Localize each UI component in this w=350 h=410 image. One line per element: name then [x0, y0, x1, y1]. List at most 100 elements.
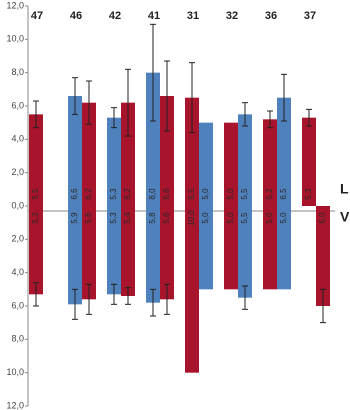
bar: [302, 117, 316, 206]
bar: [160, 206, 174, 300]
bar: [146, 72, 160, 207]
value-label: 6,5: [187, 188, 196, 200]
y-tick-label: 6,0: [11, 300, 24, 310]
value-label: 5,3: [109, 212, 118, 224]
value-label: 5,8: [148, 212, 157, 224]
bar: [185, 97, 199, 206]
value-label: 5,0: [265, 212, 274, 224]
value-label: 5,3: [31, 212, 40, 224]
y-tick-label: 4,0: [11, 267, 24, 277]
value-label: 5,2: [265, 188, 274, 200]
y-tick-label: 10,0: [6, 367, 24, 377]
bar: [121, 102, 135, 206]
category-label: 41: [148, 10, 160, 22]
value-label: 5,5: [31, 188, 40, 200]
error-bar: [111, 107, 117, 129]
error-bar: [86, 283, 92, 315]
bar: [199, 206, 213, 290]
bar: [185, 206, 199, 373]
error-bar: [33, 282, 39, 307]
value-label: 5,9: [70, 212, 79, 224]
y-tick-label: 4,0: [11, 134, 24, 144]
error-bar: [267, 110, 273, 129]
error-bar: [189, 62, 195, 134]
error-bar: [111, 283, 117, 305]
bar: [107, 117, 121, 206]
legend-fragment: V: [340, 209, 350, 225]
value-label: 5,0: [279, 212, 288, 224]
value-label: 6,2: [123, 188, 132, 200]
error-bar: [242, 102, 248, 127]
bar: [224, 206, 238, 290]
error-bar: [150, 288, 156, 317]
bar: [68, 206, 82, 305]
y-tick-label: 12,0: [6, 400, 24, 410]
value-label: 5,3: [109, 188, 118, 200]
value-label: 5,6: [84, 212, 93, 224]
error-bar: [164, 283, 170, 315]
value-label: 5,3: [304, 188, 313, 200]
y-tick-label: 2,0: [11, 234, 24, 244]
bar: [121, 206, 135, 296]
value-label: 5,0: [201, 212, 210, 224]
error-bar: [72, 77, 78, 115]
y-tick-label: 0,0: [11, 200, 24, 210]
value-label: 5,0: [226, 188, 235, 200]
error-bar: [125, 287, 131, 305]
error-bar: [306, 108, 312, 127]
category-label: 37: [304, 10, 316, 22]
value-label: 5,5: [240, 212, 249, 224]
category-label: 46: [70, 10, 82, 22]
error-bar: [125, 68, 131, 137]
value-label: 5,4: [123, 212, 132, 224]
bar: [82, 206, 96, 300]
value-label: 6,0: [318, 212, 327, 224]
bar: [68, 96, 82, 206]
category-label: 36: [265, 10, 277, 22]
bar: [29, 206, 43, 295]
y-tick-label: 8,0: [11, 67, 24, 77]
y-tick-label: 12,0: [6, 0, 24, 10]
bar: [238, 206, 252, 298]
value-label: 8,0: [148, 188, 157, 200]
bar: [146, 206, 160, 303]
error-bar: [33, 100, 39, 129]
value-label: 6,6: [162, 188, 171, 200]
category-label: 42: [109, 10, 121, 22]
bar: [82, 102, 96, 206]
bar: [277, 206, 291, 290]
value-label: 10,0: [187, 210, 196, 226]
y-tick-label: 10,0: [6, 34, 24, 44]
error-bar: [86, 80, 92, 125]
category-label: 31: [187, 10, 199, 22]
bar: [238, 114, 252, 206]
value-label: 6,6: [70, 188, 79, 200]
bar: [316, 206, 330, 306]
error-bar: [281, 73, 287, 122]
category-label: 47: [31, 10, 43, 22]
bar: [224, 122, 238, 206]
y-tick-label: 8,0: [11, 334, 24, 344]
bar: [263, 119, 277, 206]
error-bar: [164, 60, 170, 132]
value-label: 5,0: [201, 188, 210, 200]
bar: [29, 114, 43, 206]
error-bar: [72, 288, 78, 320]
error-bar: [320, 288, 326, 324]
error-bar: [242, 285, 248, 310]
error-bar: [150, 23, 156, 122]
y-tick-label: 2,0: [11, 167, 24, 177]
value-label: 5,6: [162, 212, 171, 224]
y-tick-label: 6,0: [11, 100, 24, 110]
value-label: 6,5: [279, 188, 288, 200]
bar: [199, 122, 213, 206]
legend-fragment: L: [340, 181, 349, 197]
bar: [160, 96, 174, 206]
category-label: 32: [226, 10, 238, 22]
bar: [277, 97, 291, 206]
bar: [263, 206, 277, 290]
value-label: 5,0: [226, 212, 235, 224]
value-label: 6,2: [84, 188, 93, 200]
bar: [107, 206, 121, 295]
